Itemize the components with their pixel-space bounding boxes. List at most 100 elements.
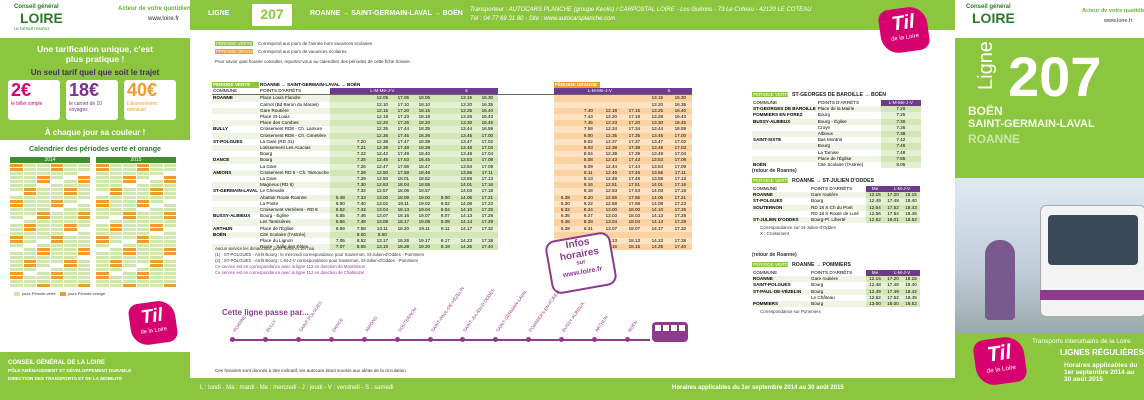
time: 17.38: [476, 238, 498, 245]
calendar-cell: [96, 172, 109, 176]
time: 17.13: [476, 176, 498, 183]
calendar-cell: [163, 220, 176, 224]
route-stop: POMMIERS-EN-FOREZ: [528, 289, 561, 333]
calendar-cell: [50, 248, 63, 252]
calendar-cell: [163, 172, 176, 176]
calendar-cell: [50, 228, 63, 232]
calendar-cell: [123, 264, 136, 268]
time: 17.44: [392, 126, 414, 133]
time: [434, 231, 456, 239]
calendar-cell: [23, 276, 36, 280]
side-row: Albieux 7.38: [752, 131, 921, 138]
time: 17.53: [392, 157, 414, 164]
calendar-cell: [23, 228, 36, 232]
calendar-cell: [163, 232, 176, 236]
time: 12.58: [599, 200, 623, 208]
time: 13.25: [645, 107, 669, 115]
calendar-cell: [96, 228, 109, 232]
side-cell: 7.38: [880, 131, 921, 138]
time: 13.07: [599, 225, 623, 232]
time: 17.21: [668, 194, 692, 201]
calendar-cell: [50, 244, 63, 248]
side-commune: POMMIERS: [752, 301, 810, 308]
timetable-row: AMIONS Croisement RD 8 - Ch. Tamouche 7.29…: [212, 169, 692, 177]
calendar-cell: [109, 244, 122, 248]
calendar-cell: [50, 180, 63, 184]
side-cell: 12.49: [866, 288, 884, 295]
calendar-cell: [109, 280, 122, 284]
calendar-cell: [37, 248, 50, 252]
calendar-cell: [77, 252, 90, 256]
calendar-cell: [37, 192, 50, 196]
time: 7.20: [350, 138, 372, 146]
calendar-cell: [109, 208, 122, 212]
time: [434, 107, 456, 115]
stop: Magneux (RD 8): [259, 182, 330, 189]
time: [329, 163, 351, 170]
calendar-cell: [77, 248, 90, 252]
calendar-cell: [23, 252, 36, 256]
time: 18.16: [392, 213, 414, 220]
calendar-cell: [136, 228, 149, 232]
calendar-cell: [64, 284, 77, 288]
time: 7.29: [350, 176, 372, 183]
time: [553, 176, 577, 183]
commune: [212, 132, 259, 139]
calendar-cell: [37, 180, 50, 184]
time: 16.45: [476, 120, 498, 127]
calendar-cell: [10, 192, 23, 196]
calendar-cell: [123, 188, 136, 192]
timetable-row: BOËN Cité Scolaire (l'Astrée) 8.00 8.50: [212, 231, 692, 239]
stop: Abattoir Route Roanne: [259, 194, 330, 201]
timetable-row: Croisement RD8 - Ch. Cimetière 12.36 17.45…: [212, 132, 692, 139]
time: [622, 231, 646, 239]
time: 16.30: [668, 94, 692, 102]
time: 17.11: [476, 169, 498, 177]
calendar-cell: [64, 256, 77, 260]
calendar-cell: [37, 232, 50, 236]
side-cell: Gare routière: [810, 192, 866, 199]
time: 18.15: [622, 244, 646, 251]
calendar-cell: [163, 228, 176, 232]
time: 17.23: [392, 114, 414, 121]
contact-line: DIRECTION DES TRANSPORTS ET DE LA MOBILI…: [8, 376, 123, 381]
time: 14.17: [645, 225, 669, 232]
time: 17.56: [392, 163, 414, 170]
time: 7.05: [329, 238, 351, 245]
calendar-cell: [150, 200, 163, 204]
calendar-cell: [37, 196, 50, 200]
side-table: COMMUNE POINTS D'ARRÊTS Me L-M-J-V ROANNE Gar…: [752, 186, 920, 224]
time: 8.28: [576, 219, 600, 226]
calendar-cell: [150, 280, 163, 284]
route-dot: [328, 337, 334, 342]
calendar-cell: [123, 256, 136, 260]
calendar-cell: [50, 268, 63, 272]
side-cell: 7.25: [880, 112, 921, 119]
calendar-cell: [50, 184, 63, 188]
time: 12.37: [599, 138, 623, 146]
calendar-cell: [77, 172, 90, 176]
time: 13.00: [371, 194, 393, 201]
side-row: ST-JULIEN D'ODDES Bourg-Pl. Liberté 12.52 1…: [752, 217, 920, 224]
side-row: ROANNE Gare routière 12.15 17.20 18.15: [752, 192, 920, 199]
person: [985, 240, 1015, 320]
cover-green: [955, 38, 1144, 178]
time: [329, 120, 351, 127]
side-row: SAINT-POLGUES Bourg 12.48 17.48 18.40: [752, 282, 920, 289]
calendar-cell: [136, 212, 149, 216]
time: [392, 231, 414, 239]
time: [622, 101, 646, 108]
calendar-cell: [109, 272, 122, 276]
calendar-cell: [163, 268, 176, 272]
time: 7.33: [350, 194, 372, 201]
stop: Les Tamisières: [259, 219, 330, 226]
time: [329, 188, 351, 195]
time: 19.07: [413, 213, 435, 220]
timetable-row: La Poste 6.50 7.40 13.02 18.11 19.02 8.02 14.08…: [212, 200, 692, 208]
calendar-cell: [150, 244, 163, 248]
calendar-cell: [123, 220, 136, 224]
calendar-cell: [64, 228, 77, 232]
time: 12.36: [371, 132, 393, 139]
calendar-cell: [96, 236, 109, 240]
time: 17.03: [668, 145, 692, 152]
